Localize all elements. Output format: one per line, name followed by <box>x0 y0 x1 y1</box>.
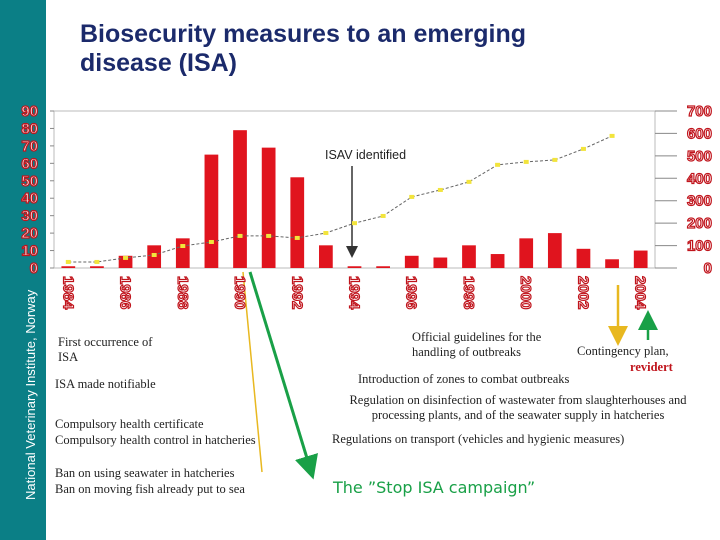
annotation: First occurrence of ISA <box>58 335 153 364</box>
y2-tick-label: 400 <box>687 170 712 187</box>
bar <box>376 266 390 268</box>
point <box>65 259 71 264</box>
y-tick-label: 30 <box>21 208 38 225</box>
annotation: ISAV identified <box>322 148 438 163</box>
x-tick-label: 1988 <box>174 276 191 309</box>
x-tick-label: 1994 <box>346 276 363 310</box>
y-tick-label: 10 <box>21 243 38 260</box>
point <box>495 162 501 167</box>
bar <box>233 130 247 268</box>
y2-tick-label: 200 <box>687 215 712 232</box>
y2-tick-label: 600 <box>687 125 712 142</box>
bar <box>547 233 562 268</box>
point <box>266 233 272 238</box>
y-tick-label: 70 <box>21 138 38 155</box>
point <box>380 213 386 218</box>
x-tick-label: 2004 <box>632 276 649 310</box>
point <box>208 239 214 244</box>
annotation: Compulsory health control in hatcheries <box>55 433 256 447</box>
bar <box>605 259 619 268</box>
bar <box>490 254 505 268</box>
x-tick-label: 1984 <box>59 276 76 310</box>
x-tick-label: 2002 <box>574 276 591 309</box>
point <box>323 231 329 236</box>
bar <box>261 147 276 268</box>
y-tick-label: 90 <box>21 103 38 120</box>
y-tick-label: 60 <box>21 155 38 172</box>
y2-tick-label: 700 <box>687 103 712 120</box>
y2-tick-label: 300 <box>687 193 712 210</box>
bar <box>204 154 219 268</box>
x-tick-label: 1990 <box>231 276 248 309</box>
side-bar: National Veterinary Institute, Norway <box>0 0 46 540</box>
bar <box>319 245 333 268</box>
point <box>180 244 186 249</box>
point <box>437 187 443 192</box>
annotation: Contingency plan, <box>577 344 669 358</box>
bar <box>576 248 591 268</box>
point <box>237 233 243 238</box>
annotation: Introduction of zones to combat outbreak… <box>358 372 570 386</box>
y-tick-label: 80 <box>21 120 38 137</box>
bar <box>404 255 419 268</box>
bar <box>118 255 133 268</box>
y-tick-label: 50 <box>21 173 38 190</box>
x-tick-label: 2000 <box>517 276 534 309</box>
y-tick-label: 20 <box>21 225 38 242</box>
annotation: Regulation on disinfection of wastewater… <box>349 393 687 422</box>
x-tick-label: 1992 <box>288 276 305 309</box>
arrow <box>248 271 318 480</box>
y-tick-label: 0 <box>30 260 38 277</box>
x-tick-label: 1996 <box>403 276 420 309</box>
y-tick-label: 40 <box>21 190 38 207</box>
annotation: Regulations on transport (vehicles and h… <box>332 432 625 446</box>
point <box>409 194 415 199</box>
point <box>609 133 615 138</box>
connector <box>242 271 263 473</box>
bar <box>61 266 76 268</box>
point <box>580 146 586 151</box>
bar <box>462 245 476 268</box>
y2-tick-label: 100 <box>687 238 712 255</box>
point <box>123 255 129 260</box>
annotation: Ban on using seawater in hatcheries <box>55 466 235 480</box>
x-tick-label: 1998 <box>460 276 477 309</box>
annotation: Ban on moving fish already put to sea <box>55 482 245 496</box>
bar <box>90 266 104 268</box>
bar <box>519 238 534 268</box>
point <box>552 157 558 162</box>
bar <box>175 238 190 268</box>
annotation: Official guidelines for the handling of … <box>412 330 542 359</box>
point <box>294 235 300 240</box>
annotation: Compulsory health certificate <box>55 417 204 431</box>
point <box>523 159 529 164</box>
bar <box>633 250 648 268</box>
annotation: revidert <box>630 360 673 374</box>
x-tick-label: 1986 <box>117 276 134 309</box>
bar <box>290 177 305 268</box>
annotation: The ”Stop ISA campaign” <box>333 478 536 497</box>
annotation: ISA made notifiable <box>55 377 156 391</box>
line <box>68 135 613 263</box>
point <box>94 259 100 264</box>
plot-frame <box>53 110 656 269</box>
point <box>151 252 157 257</box>
bar <box>347 266 362 268</box>
y2-tick-label: 500 <box>687 148 712 165</box>
chart-title: Biosecurity measures to an emerging dise… <box>80 20 526 77</box>
point <box>352 221 357 226</box>
y2-tick-label: 0 <box>704 260 712 277</box>
bar <box>433 257 448 268</box>
point <box>466 179 472 184</box>
